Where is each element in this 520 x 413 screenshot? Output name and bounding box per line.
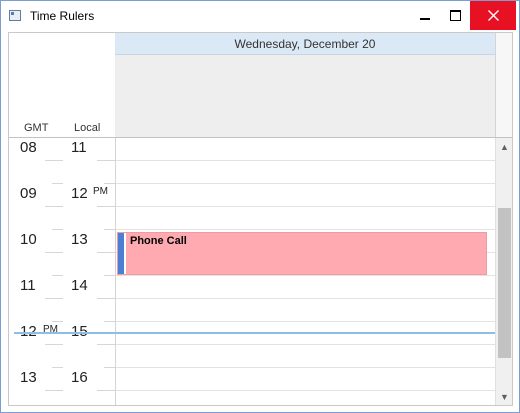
appointment-subject: Phone Call	[130, 235, 187, 247]
hour-label: 08	[20, 139, 37, 156]
ruler-tick	[97, 298, 115, 299]
ruler-tick	[45, 298, 63, 299]
scroll-up-icon[interactable]: ▲	[500, 141, 509, 152]
ruler-tick	[97, 390, 115, 391]
scroll-thumb[interactable]	[498, 208, 511, 358]
hour-label: 11	[71, 139, 87, 156]
maximize-icon	[449, 10, 461, 21]
header-scroll-spacer	[495, 33, 512, 137]
all-day-area[interactable]	[115, 55, 495, 137]
time-slot-line	[116, 321, 495, 322]
app-window-icon	[9, 10, 21, 21]
maximize-button[interactable]	[438, 1, 472, 30]
ruler-tick	[104, 367, 115, 368]
hour-label: 11	[20, 277, 36, 294]
appointment-phone-call[interactable]: Phone Call	[117, 232, 487, 275]
minimize-button[interactable]	[408, 1, 442, 30]
time-slot-line	[116, 160, 495, 161]
ruler-tick	[45, 252, 63, 253]
appointment-status-gap	[124, 233, 126, 274]
ruler-tick	[104, 229, 115, 230]
hour-label: 13	[20, 369, 37, 386]
close-button[interactable]	[470, 1, 516, 30]
minimize-icon	[420, 17, 430, 20]
window-title: Time Rulers	[30, 9, 95, 23]
ruler-tick	[97, 252, 115, 253]
hour-label: 12	[71, 185, 88, 202]
vertical-scrollbar[interactable]: ▲ ▼	[495, 138, 512, 405]
ruler-tick	[104, 321, 115, 322]
time-slot-line	[116, 229, 495, 230]
ruler-tick	[97, 206, 115, 207]
title-bar[interactable]: Time Rulers	[1, 1, 519, 32]
ruler-tick	[97, 160, 115, 161]
ruler-tick	[52, 183, 63, 184]
gmt-ruler-label: GMT	[24, 122, 49, 134]
timeline-area[interactable]: 08 09 10 11 12 PM 13 11 12 PM 13 14 15 16 Phone Call	[9, 138, 495, 405]
time-slot-line	[116, 367, 495, 368]
ruler-tick	[45, 160, 63, 161]
ruler-tick	[104, 183, 115, 184]
scroll-down-icon[interactable]: ▼	[500, 391, 509, 402]
ruler-tick	[104, 275, 115, 276]
time-slot-line	[116, 298, 495, 299]
ampm-label: PM	[93, 186, 108, 197]
hour-label: 12	[20, 324, 37, 340]
appointment-status-bar	[118, 233, 124, 274]
gmt-ruler: 08 09 10 11 12 PM 13	[9, 138, 115, 405]
ruler-tick	[45, 344, 63, 345]
hour-label: 15	[71, 324, 88, 340]
hour-label: 10	[20, 231, 37, 248]
header-divider	[9, 137, 512, 138]
local-ruler-label: Local	[74, 122, 101, 134]
ruler-tick	[45, 206, 63, 207]
time-slot-line	[116, 183, 495, 184]
ampm-label: PM	[43, 324, 58, 335]
scheduler-view: GMT Local Wednesday, December 20 08 09 10 1…	[8, 32, 513, 406]
ruler-tick	[52, 367, 63, 368]
time-slot-line	[116, 275, 495, 276]
hour-label: 13	[71, 231, 88, 248]
local-ruler: 11 12 PM 13 14 15 16	[9, 138, 115, 405]
hour-label: 14	[71, 277, 88, 294]
ruler-tick	[52, 229, 63, 230]
ruler-header: GMT Local	[9, 33, 116, 137]
ruler-tick	[52, 321, 63, 322]
ruler-divider	[115, 138, 116, 405]
ruler-tick	[45, 390, 63, 391]
day-header[interactable]: Wednesday, December 20	[115, 33, 495, 55]
hour-label: 09	[20, 185, 37, 202]
close-icon	[487, 10, 499, 21]
time-slot-line	[116, 206, 495, 207]
time-slot-line	[116, 390, 495, 391]
ruler-tick	[97, 344, 115, 345]
ruler-tick	[52, 275, 63, 276]
time-slot-line	[116, 344, 495, 345]
current-time-indicator	[14, 332, 495, 334]
hour-label: 16	[71, 369, 88, 386]
